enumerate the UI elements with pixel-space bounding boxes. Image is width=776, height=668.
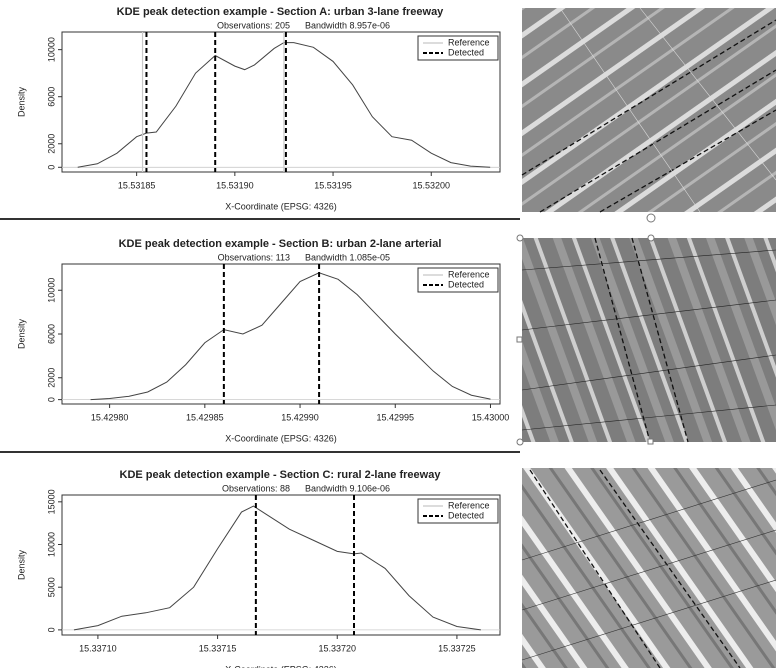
legend-label: Reference: [448, 500, 490, 510]
y-tick-label: 6000: [46, 324, 56, 344]
chart-title: KDE peak detection example - Section C: …: [120, 469, 442, 481]
y-tick-label: 2000: [46, 368, 56, 388]
x-tick-label: 15.53190: [216, 180, 254, 190]
x-tick-label: 15.33715: [199, 643, 237, 653]
chart-title: KDE peak detection example - Section A: …: [117, 6, 445, 18]
y-tick-label: 10000: [46, 278, 56, 303]
aerial-image: [521, 468, 776, 668]
chart-title: KDE peak detection example - Section B: …: [119, 238, 442, 250]
x-tick-label: 15.42985: [186, 412, 224, 422]
subtitle: Bandwidth 8.957e-06: [305, 20, 390, 30]
y-axis-label: Density: [16, 86, 26, 117]
x-tick-label: 15.53185: [118, 180, 156, 190]
density-curve: [90, 272, 491, 401]
density-curve: [77, 42, 491, 168]
x-tick-label: 15.42980: [91, 412, 129, 422]
subtitle: Observations: 88: [222, 483, 290, 493]
y-tick-label: 15000: [46, 489, 56, 514]
y-tick-label: 0: [46, 165, 56, 170]
legend-box: [417, 35, 499, 61]
x-tick-label: 15.43000: [472, 412, 510, 422]
y-tick-label: 2000: [46, 134, 56, 154]
plot-area: [61, 494, 501, 636]
x-tick-label: 15.33720: [318, 643, 356, 653]
subtitle: Observations: 205: [217, 20, 290, 30]
x-axis-label: X-Coordinate (EPSG: 4326): [225, 201, 337, 211]
legend-label: Detected: [448, 279, 484, 289]
y-tick-label: 10000: [46, 37, 56, 62]
x-axis-label: X-Coordinate (EPSG: 4326): [225, 433, 337, 443]
subtitle: Bandwidth 9.106e-06: [305, 483, 390, 493]
y-axis-label: Density: [16, 318, 26, 349]
x-axis-label: X-Coordinate (EPSG: 4326): [225, 664, 337, 668]
aerial-image: [521, 7, 776, 213]
y-tick-label: 0: [46, 397, 56, 402]
legend-box: [417, 498, 499, 524]
y-tick-label: 5000: [46, 577, 56, 597]
y-tick-label: 6000: [46, 87, 56, 107]
x-tick-label: 15.33710: [79, 643, 117, 653]
y-tick-label: 10000: [46, 532, 56, 557]
x-tick-label: 15.42990: [281, 412, 319, 422]
legend-label: Detected: [448, 47, 484, 57]
legend-label: Reference: [448, 37, 490, 47]
density-curve: [73, 505, 481, 631]
x-tick-label: 15.33725: [438, 643, 476, 653]
plot-area: [61, 31, 501, 173]
subtitle: Bandwidth 1.085e-05: [305, 252, 390, 262]
x-tick-label: 15.53200: [412, 180, 450, 190]
legend-label: Reference: [448, 269, 490, 279]
x-tick-label: 15.42995: [376, 412, 414, 422]
y-axis-label: Density: [16, 549, 26, 580]
x-tick-label: 15.53195: [314, 180, 352, 190]
y-tick-label: 0: [46, 627, 56, 632]
subtitle: Observations: 113: [218, 252, 290, 262]
aerial-image: [516, 213, 776, 446]
legend-box: [417, 267, 499, 293]
legend-label: Detected: [448, 510, 484, 520]
